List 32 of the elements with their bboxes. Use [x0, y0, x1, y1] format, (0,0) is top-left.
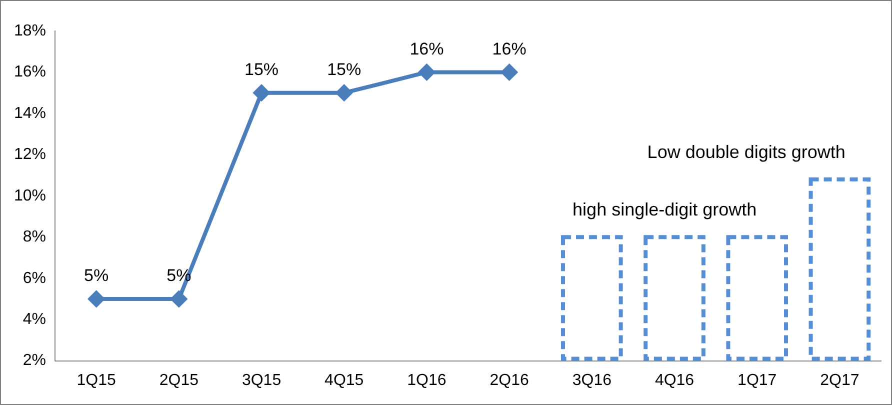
y-tick-label: 12%	[14, 146, 46, 164]
y-tick-label: 10%	[14, 187, 46, 204]
annotation: Low double digits growth	[647, 142, 846, 162]
x-tick-label: 4Q16	[654, 372, 694, 389]
x-tick-label: 1Q17	[738, 372, 777, 389]
y-tick-label: 6%	[22, 270, 46, 287]
y-tick-label: 4%	[22, 310, 46, 328]
point	[170, 290, 187, 307]
point	[88, 290, 104, 307]
data-label: 16%	[410, 39, 444, 58]
x-tick-label: 2Q16	[490, 372, 529, 389]
x-tick-label: 2Q15	[159, 372, 199, 389]
y-tick-label: 8%	[22, 228, 46, 246]
y-tick-label: 18%	[14, 22, 46, 40]
annotation: high single-digit growth	[572, 200, 757, 220]
point	[254, 84, 270, 101]
y-tick-label: 14%	[14, 104, 46, 122]
data-label: 15%	[327, 60, 362, 80]
point	[418, 64, 435, 80]
point	[336, 84, 352, 101]
y-tick-label: 2%	[22, 352, 46, 370]
x-tick-label: 1Q16	[407, 372, 446, 389]
data-label: 15%	[244, 60, 279, 80]
data-label: 16%	[492, 39, 526, 58]
y-tick-label: 16%	[14, 64, 46, 81]
point	[501, 64, 518, 80]
x-tick-label: 2Q17	[820, 372, 860, 389]
x-tick-label: 3Q16	[572, 372, 612, 389]
x-tick-label: 4Q15	[324, 372, 364, 389]
x-tick-label: 1Q15	[76, 372, 116, 389]
data-label: 5%	[84, 266, 109, 286]
x-tick-label: 3Q15	[242, 372, 282, 389]
